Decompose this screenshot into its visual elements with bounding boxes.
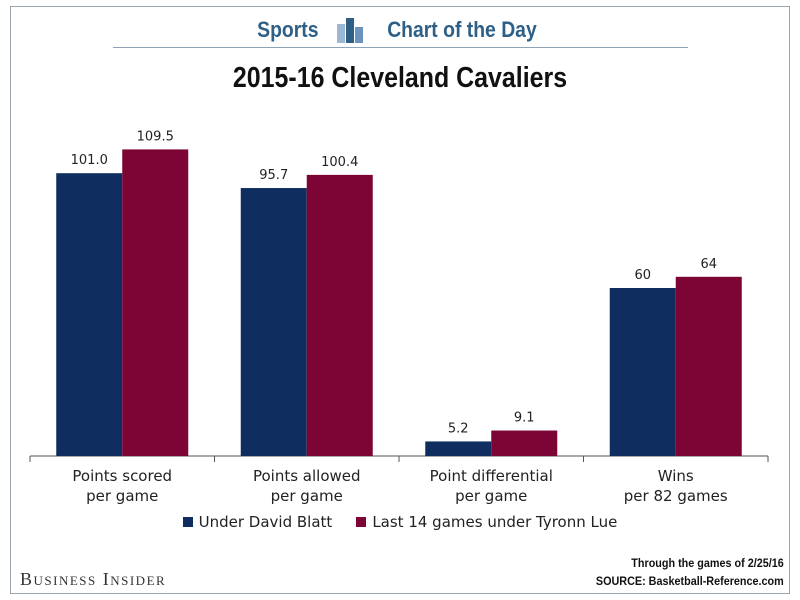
legend-item-series-2: Last 14 games under Tyronn Lue (356, 513, 617, 531)
header-chart-of-day-label: Chart of the Day (387, 17, 537, 42)
category-label-3-line-1: Point differential (430, 467, 553, 485)
footnote-date: Through the games of 2/25/16 (631, 556, 784, 570)
bar-series-1-4 (609, 288, 676, 456)
plot-area: 101.0 109.5 Points scored per game 95.7 100.4… (29, 129, 769, 505)
bar-series-1-1 (56, 173, 123, 456)
bar-series-1-2 (240, 188, 307, 457)
legend: Under David Blatt Last 14 games under Ty… (0, 513, 800, 531)
data-label-series-2-2: 100.4 (321, 155, 358, 170)
footnote: Through the games of 2/25/16 SOURCE: Bas… (596, 554, 784, 590)
business-insider-logo: Business Insider (20, 569, 167, 589)
category-label-4-line-1: Wins (658, 467, 694, 485)
category-label-1-line-2: per game (86, 487, 158, 505)
header-sports-label: Sports (257, 17, 319, 42)
footnote-source: SOURCE: Basketball-Reference.com (596, 574, 784, 588)
header: Sports Chart of the Day (0, 12, 800, 48)
header-divider (113, 47, 688, 48)
category-label-3-line-2: per game (455, 487, 527, 505)
data-label-series-2-1: 109.5 (137, 129, 174, 144)
category-label-1-line-1: Points scored (72, 467, 172, 485)
legend-swatch-series-1 (182, 517, 193, 527)
bar-series-2-1 (122, 149, 189, 456)
category-label-2-line-2: per game (271, 487, 343, 505)
legend-label-series-2: Last 14 games under Tyronn Lue (372, 513, 618, 531)
bar-series-2-3 (491, 430, 558, 456)
data-label-series-1-3: 5.2 (448, 421, 469, 436)
legend-label-series-1: Under David Blatt (198, 513, 333, 531)
chart-frame (10, 6, 790, 594)
bar-chart-icon (336, 18, 363, 43)
data-label-series-1-4: 60 (634, 268, 651, 283)
data-label-series-2-3: 9.1 (514, 411, 535, 426)
category-label-4-line-2: per 82 games (624, 487, 728, 505)
bar-series-1-3 (425, 441, 492, 456)
bar-series-2-4 (675, 276, 742, 456)
data-label-series-1-2: 95.7 (259, 168, 288, 183)
chart-title: 2015-16 Cleveland Cavaliers (232, 62, 568, 94)
bar-series-2-2 (306, 174, 373, 456)
legend-item-series-1: Under David Blatt (182, 513, 333, 531)
category-label-2-line-1: Points allowed (253, 467, 361, 485)
legend-swatch-series-2 (356, 517, 367, 527)
data-label-series-2-4: 64 (700, 257, 717, 272)
data-label-series-1-1: 101.0 (71, 153, 108, 168)
